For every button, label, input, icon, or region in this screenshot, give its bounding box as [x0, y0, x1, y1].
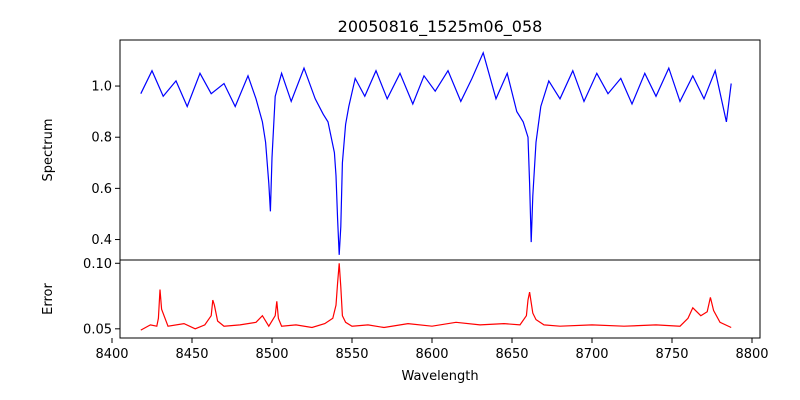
spectrum-y-ticks: 0.4 0.6 0.8 1.0	[91, 80, 120, 248]
x-tick-label: 8800	[735, 347, 768, 362]
spectrum-y-tick-label: 0.6	[91, 182, 112, 197]
error-y-tick-label: 0.05	[83, 322, 112, 337]
x-tick-label: 8750	[655, 347, 688, 362]
x-tick-label: 8700	[575, 347, 608, 362]
x-tick-label: 8600	[415, 347, 448, 362]
x-tick-label: 8450	[175, 347, 208, 362]
chart-title: 20050816_1525m06_058	[338, 17, 543, 37]
error-y-tick-label: 0.10	[83, 257, 112, 272]
spectrum-y-tick-label: 0.8	[91, 131, 112, 146]
spectrum-line	[140, 51, 732, 255]
x-ticks: 8400 8450 8500 8550 8600 8650 8700 8750 8800	[95, 338, 769, 362]
x-tick-label: 8400	[95, 347, 128, 362]
error-axes-frame	[119, 259, 761, 339]
x-tick-label: 8550	[335, 347, 368, 362]
x-tick-label: 8650	[495, 347, 528, 362]
spectrum-y-tick-label: 1.0	[91, 80, 112, 95]
x-axis-label: Wavelength	[401, 369, 478, 384]
error-y-ticks: 0.05 0.10	[83, 257, 120, 337]
spectrum-y-axis-label: Spectrum	[41, 119, 56, 182]
x-tick-label: 8500	[255, 347, 288, 362]
error-y-axis-label: Error	[41, 283, 56, 315]
error-line	[140, 263, 732, 331]
spectrum-y-tick-label: 0.4	[91, 233, 112, 248]
error-panel: 0.05 0.10 Error	[41, 257, 761, 339]
